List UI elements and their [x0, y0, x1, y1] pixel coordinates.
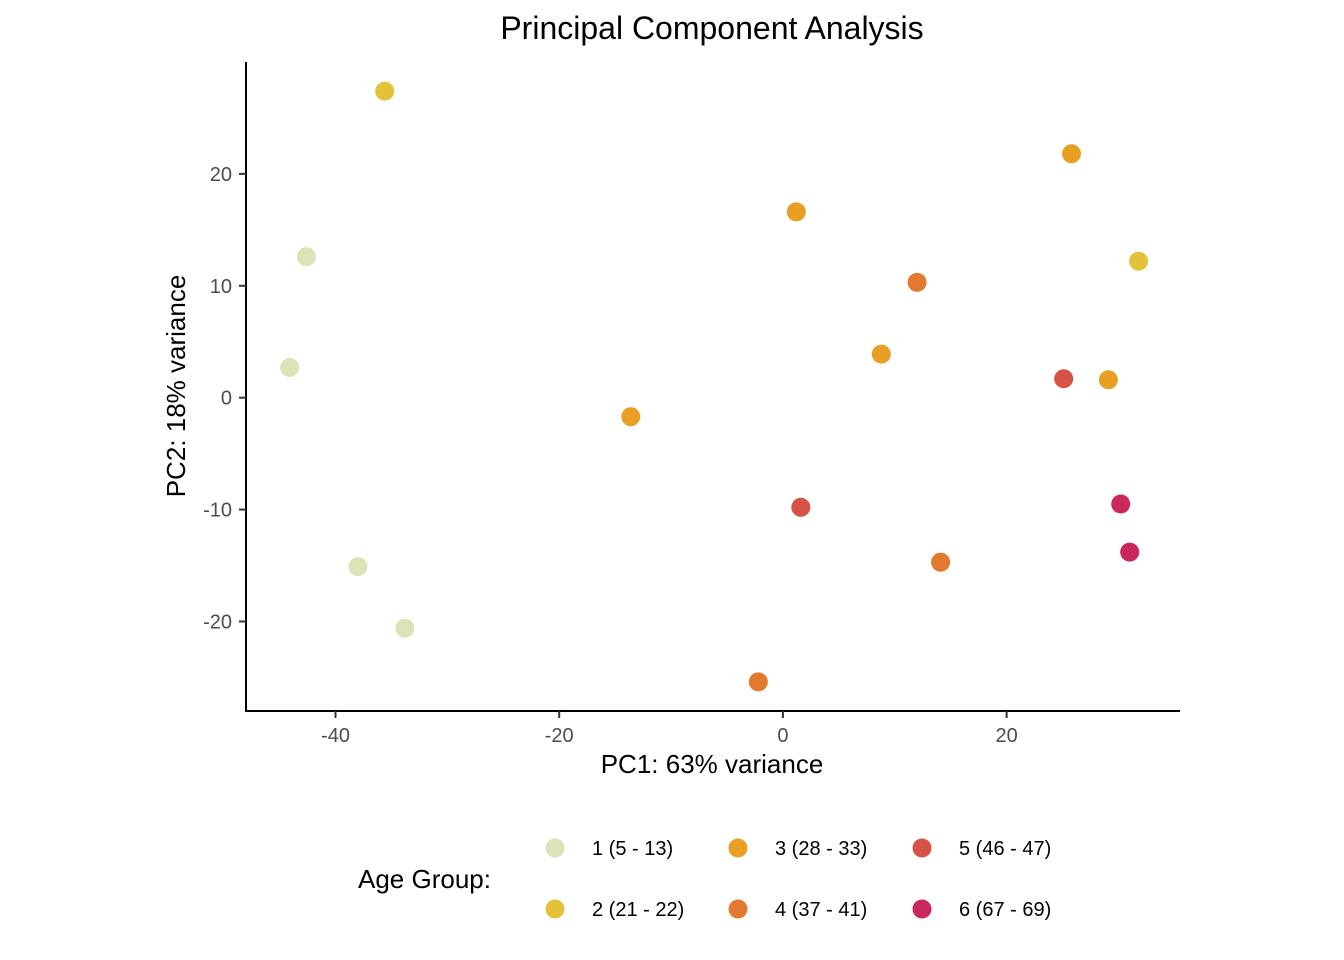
- x-tick-label: -20: [545, 725, 574, 747]
- data-point-group3-4: [1098, 370, 1118, 390]
- data-point-group2-2: [1129, 251, 1149, 271]
- data-point-group4-3: [748, 672, 768, 692]
- y-tick-label: -20: [203, 611, 232, 633]
- legend-label-3: 3 (28 - 33): [775, 838, 867, 860]
- data-points: [280, 81, 1149, 692]
- x-tick-label: 0: [777, 725, 788, 747]
- legend-entries: 1 (5 - 13) 2 (21 - 22) 3 (28 - 33) 4 (37 - …: [545, 838, 1051, 921]
- data-point-group1-3: [348, 557, 368, 577]
- data-point-group5-2: [791, 497, 811, 517]
- y-tick-label: -10: [203, 500, 232, 522]
- data-point-group4-1: [907, 272, 927, 292]
- data-point-group6-1: [1111, 494, 1131, 514]
- x-axis-title: PC1: 63% variance: [601, 749, 824, 779]
- y-tick-label: 10: [210, 276, 232, 298]
- data-point-group5-1: [1054, 369, 1074, 389]
- data-point-group3-3: [871, 344, 891, 364]
- y-tick-label: 20: [210, 164, 232, 186]
- legend-title: Age Group:: [358, 864, 491, 894]
- legend-label-2: 2 (21 - 22): [592, 899, 684, 921]
- y-axis-title: PC2: 18% variance: [161, 275, 191, 498]
- legend-key-3: [728, 838, 748, 858]
- chart-title: Principal Component Analysis: [500, 10, 923, 46]
- data-point-group1-4: [395, 618, 415, 638]
- data-point-group3-2: [786, 202, 806, 222]
- x-axis-ticks: -40 -20 0 20: [321, 711, 1018, 747]
- legend: Age Group: 1 (5 - 13) 2 (21 - 22) 3 (28 - …: [358, 838, 1051, 921]
- data-point-group2-1: [375, 81, 395, 101]
- legend-key-2: [545, 899, 565, 919]
- data-point-group3-1: [1062, 144, 1081, 164]
- y-tick-label: 0: [221, 388, 232, 410]
- legend-label-6: 6 (67 - 69): [959, 899, 1051, 921]
- data-point-group4-2: [931, 552, 951, 572]
- legend-label-1: 1 (5 - 13): [592, 838, 673, 860]
- data-point-group1-1: [296, 247, 316, 267]
- y-axis-ticks: -20 -10 0 10 20: [203, 164, 246, 633]
- data-point-group1-2: [280, 358, 300, 377]
- legend-key-1: [545, 838, 565, 858]
- legend-key-4: [728, 899, 748, 919]
- legend-label-5: 5 (46 - 47): [959, 838, 1051, 860]
- data-point-group3-5: [621, 407, 641, 427]
- data-point-group6-2: [1120, 542, 1140, 562]
- legend-key-6: [912, 899, 932, 919]
- x-tick-label: 20: [995, 725, 1017, 747]
- legend-key-5: [912, 838, 932, 858]
- legend-label-4: 4 (37 - 41): [775, 899, 867, 921]
- x-tick-label: -40: [321, 725, 350, 747]
